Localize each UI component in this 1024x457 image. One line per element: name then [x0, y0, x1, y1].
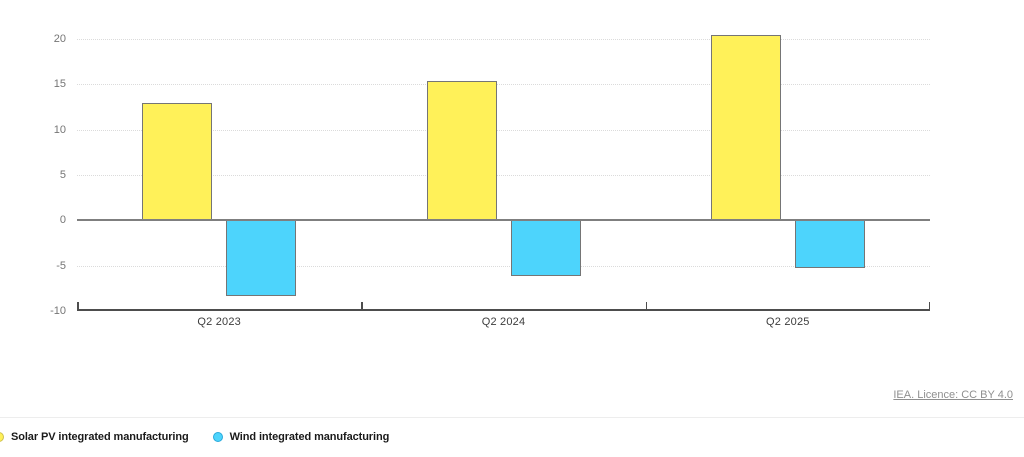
legend-item-label: Wind integrated manufacturing [229, 431, 390, 443]
gridline [77, 129, 930, 131]
wind-bar-q2-2024[interactable] [510, 220, 581, 276]
axis-tick [361, 302, 363, 311]
y-axis-label: 20 [53, 33, 66, 45]
wind-bar-q2-2023[interactable] [226, 220, 297, 296]
legend-item-solar-pv[interactable]: Solar PV integrated manufacturing [0, 431, 189, 443]
x-axis-label: Q2 2025 [766, 316, 810, 328]
legend-item-wind[interactable]: Wind integrated manufacturing [212, 431, 390, 443]
legend-dot-icon [212, 432, 223, 442]
y-axis-label: 5 [59, 169, 66, 181]
gridline [77, 84, 930, 86]
solar-pv-bar-q2-2023[interactable] [142, 103, 213, 221]
x-axis-line [77, 309, 930, 311]
zero-line [77, 219, 930, 222]
legend-dot-icon [0, 432, 4, 442]
solar-pv-bar-q2-2025[interactable] [710, 35, 781, 221]
legend-item-label: Solar PV integrated manufacturing [11, 431, 189, 443]
y-axis-label: 15 [53, 78, 66, 91]
y-axis-label: 0 [59, 214, 66, 227]
gridline [77, 265, 930, 267]
gridline [77, 39, 930, 40]
legend-divider [0, 417, 1024, 418]
axis-tick [928, 302, 930, 311]
x-axis-label: Q2 2024 [481, 316, 526, 328]
plot-area [77, 35, 930, 311]
y-axis-label: -10 [50, 305, 66, 317]
legend: Solar PV integrated manufacturing Wind in… [0, 431, 389, 443]
x-axis-label: Q2 2023 [197, 316, 241, 328]
y-axis-label: 10 [53, 123, 66, 136]
x-axis: Q2 2023 Q2 2024 Q2 2025 [77, 316, 930, 334]
y-axis: 20 15 10 5 0 -5 -10 [0, 33, 66, 317]
y-axis-label: -5 [56, 259, 66, 272]
solar-pv-bar-q2-2024[interactable] [426, 80, 497, 221]
wind-bar-q2-2025[interactable] [794, 220, 865, 269]
gridline [77, 175, 930, 176]
axis-tick [645, 302, 648, 311]
license-link[interactable]: IEA. Licence: CC BY 4.0 [893, 389, 1013, 401]
axis-tick [77, 302, 79, 311]
